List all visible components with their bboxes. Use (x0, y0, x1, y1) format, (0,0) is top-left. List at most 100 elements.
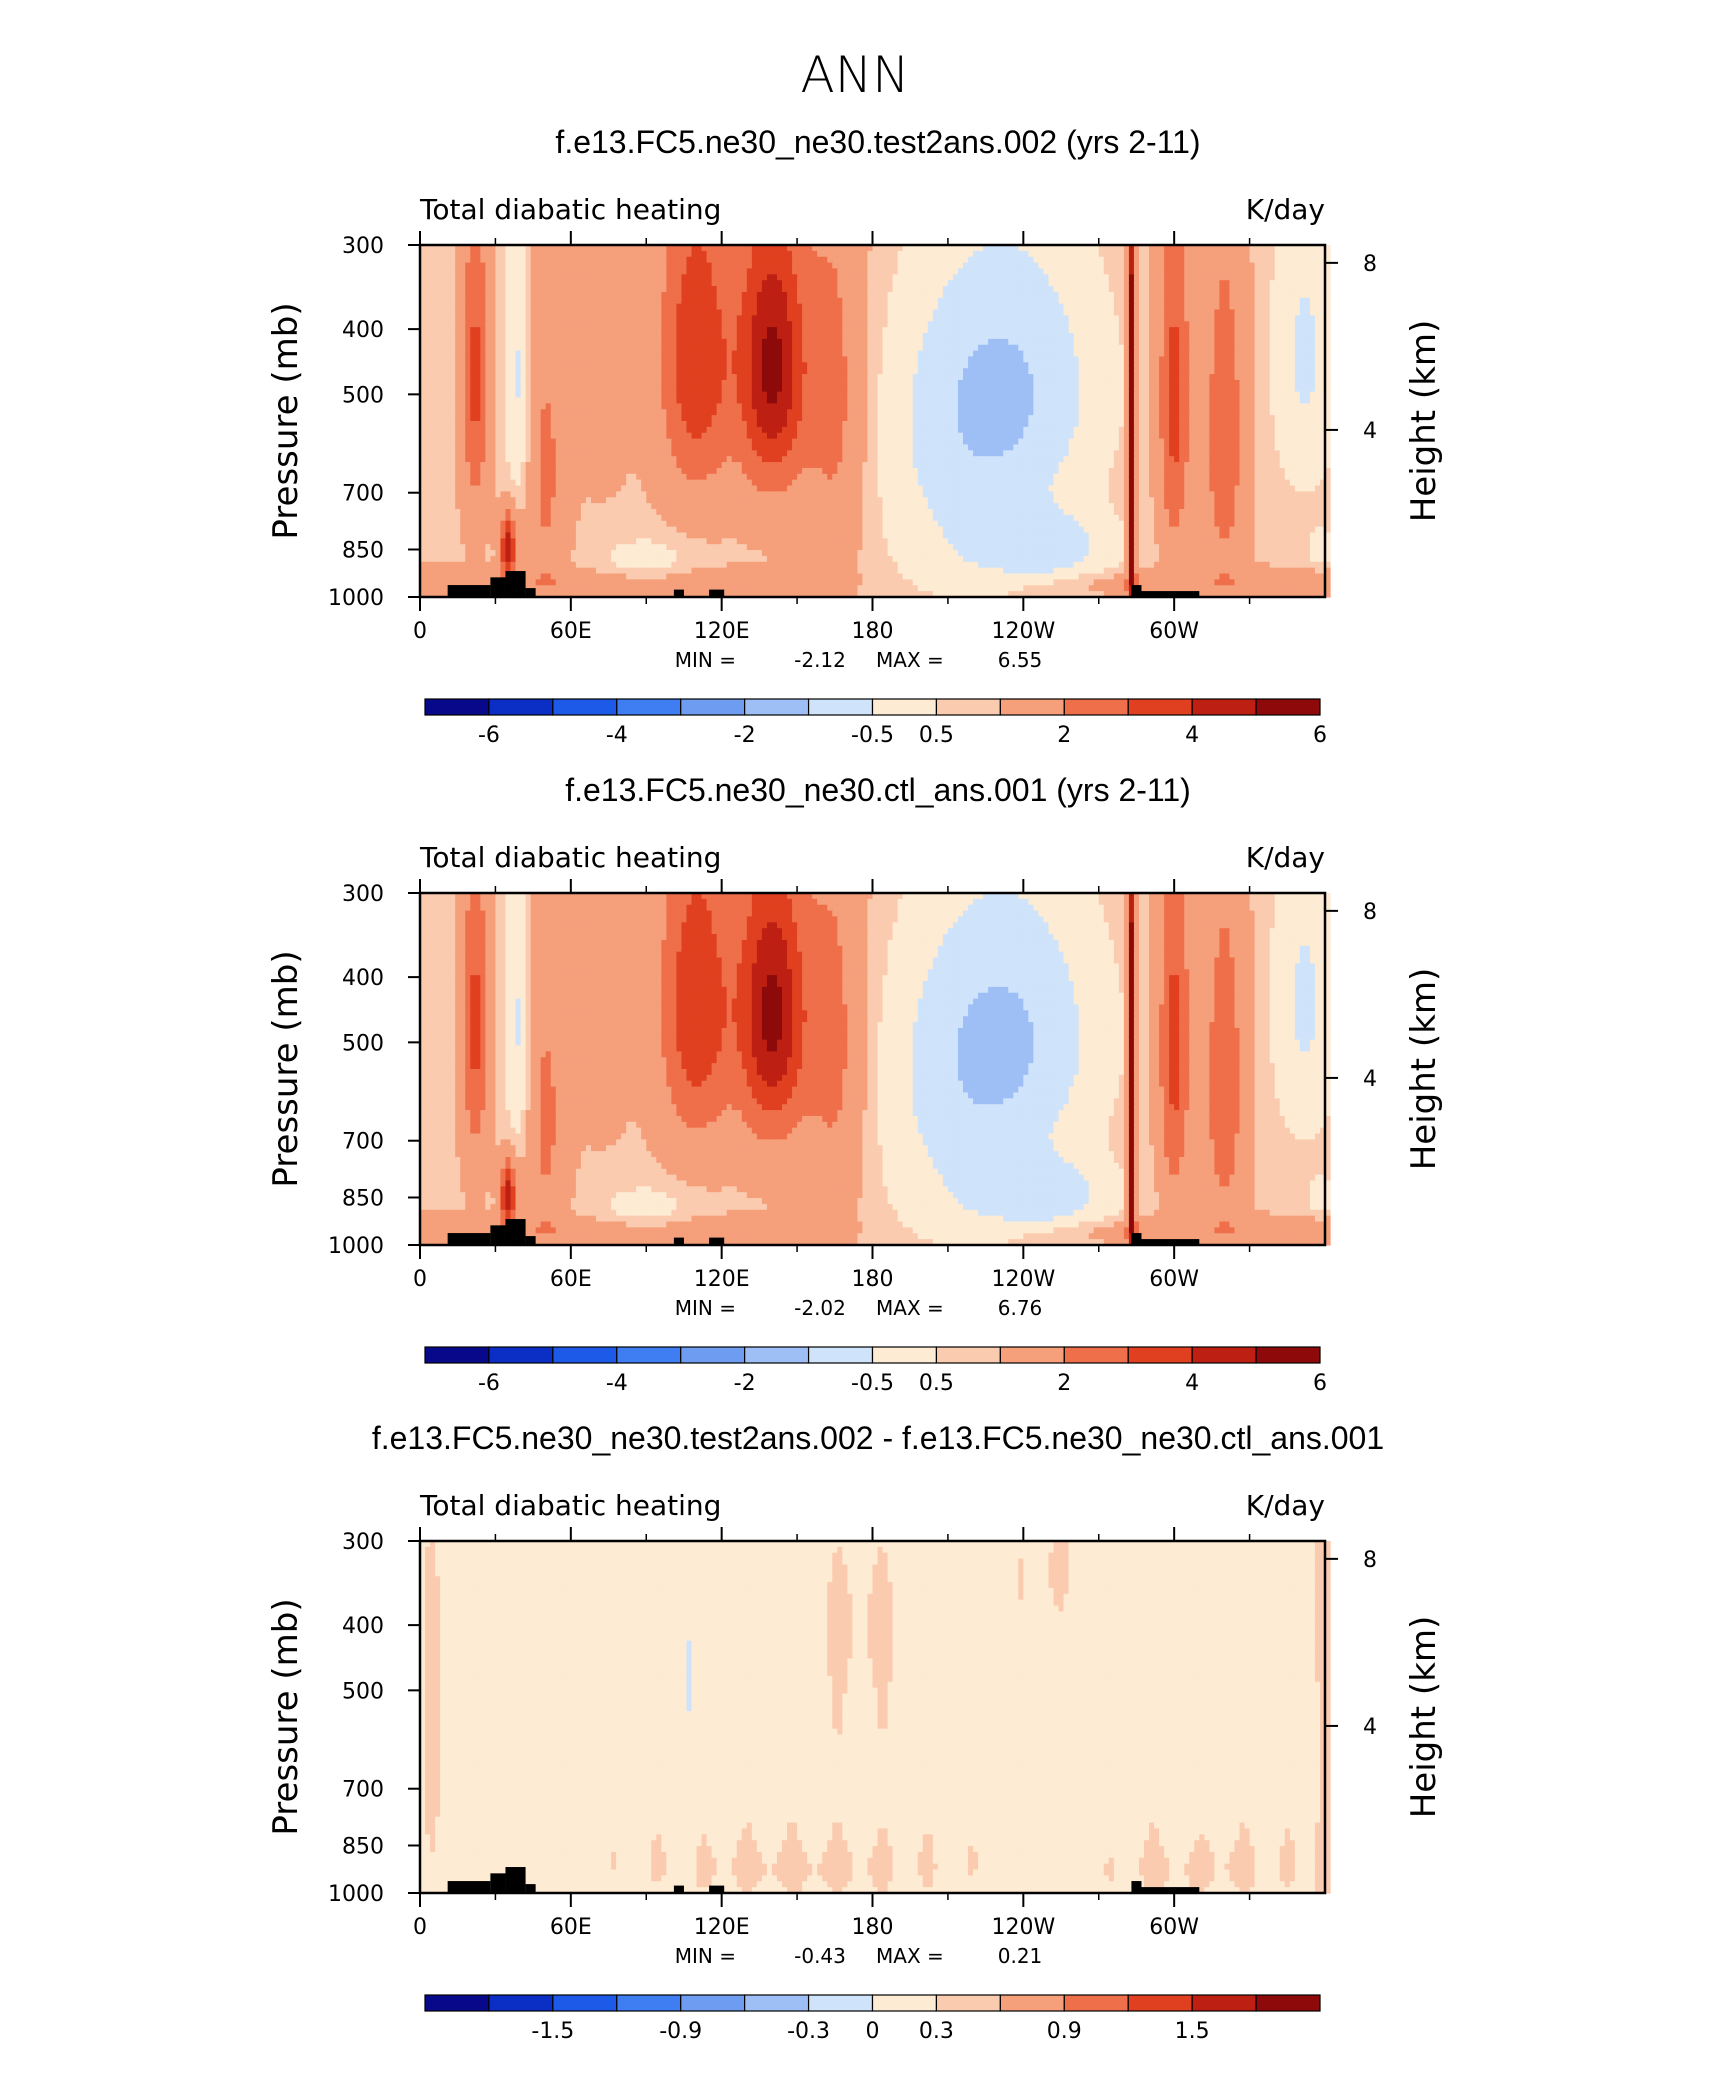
colorbar-swatch (488, 698, 554, 716)
colorbar-swatch (935, 1346, 1001, 1364)
x-tick-label: 60W (1149, 1267, 1199, 1292)
y-tick-label: 500 (342, 1679, 384, 1704)
y-tick-label: 850 (342, 1186, 384, 1211)
colorbar-swatch (871, 1346, 938, 1364)
colorbar-swatch (1063, 698, 1129, 716)
y-tick-label: 1000 (328, 1234, 384, 1259)
y-right-tick-label: 8 (1363, 900, 1377, 925)
topography-mask (490, 577, 506, 597)
panel-left-label: Total diabatic heating (419, 1489, 721, 1522)
colorbar-swatch (807, 1346, 874, 1364)
y-tick-label: 300 (342, 234, 384, 259)
chart-panel-3: f.e13.FC5.ne30_ne30.test2ans.002 - f.e13… (266, 1420, 1444, 2044)
y-tick-label: 300 (342, 1530, 384, 1555)
topography-mask (673, 1885, 684, 1893)
colorbar-label: 2 (1057, 723, 1071, 748)
y-tick-label: 850 (342, 538, 384, 563)
topography-mask (709, 1885, 725, 1893)
colorbar-label: -0.3 (787, 2019, 830, 2044)
colorbar-swatch (680, 698, 746, 716)
topography-mask (709, 589, 725, 597)
colorbar-swatch (1255, 1346, 1321, 1364)
y-axis-label-right: Height (km) (1404, 1616, 1444, 1819)
x-tick-label: 180 (852, 1915, 894, 1940)
colorbar-swatch (424, 1346, 490, 1364)
colorbar-swatch (1191, 698, 1257, 716)
x-tick-label: 120W (991, 619, 1055, 644)
colorbar-swatch (424, 1994, 490, 2012)
y-tick-label: 700 (342, 1130, 384, 1155)
topography-mask (525, 1236, 536, 1245)
colorbar-label: -6 (478, 723, 500, 748)
stat-min-label: MIN = (675, 1944, 736, 1968)
stat-max-label: MAX = (876, 1944, 944, 1968)
y-right-tick-label: 8 (1363, 252, 1377, 277)
stat-max-value: 0.21 (998, 1944, 1043, 1968)
stat-min-value: -0.43 (794, 1944, 846, 1968)
stat-min-value: -2.02 (794, 1296, 846, 1320)
x-tick-label: 120E (694, 1915, 750, 1940)
colorbar-swatch (616, 1994, 682, 2012)
panel-units-label: K/day (1246, 841, 1325, 874)
colorbar-swatch (744, 1994, 810, 2012)
colorbar-label: 0.5 (919, 723, 954, 748)
colorbar-swatch (935, 1994, 1001, 2012)
colorbar-label: -0.5 (851, 1371, 894, 1396)
x-tick-label: 60E (550, 619, 592, 644)
colorbar-swatch (999, 1994, 1065, 2012)
colorbar-label: -1.5 (531, 2019, 574, 2044)
colorbar-swatch (1063, 1994, 1129, 2012)
topography-mask (1131, 1233, 1142, 1245)
x-tick-label: 0 (413, 1267, 427, 1292)
topography-mask (490, 1225, 506, 1245)
colorbar: -6 -4 -2 -0.5 0.5 2 4 6 (424, 698, 1327, 748)
colorbar-swatch (935, 698, 1001, 716)
y-tick-label: 700 (342, 1778, 384, 1803)
x-tick-label: 60W (1149, 1915, 1199, 1940)
colorbar-swatch (1255, 698, 1321, 716)
y-axis-label: Pressure (mb) (266, 950, 306, 1187)
colorbar-swatch (680, 1994, 746, 2012)
topography-mask (1141, 591, 1200, 597)
y-tick-label: 400 (342, 966, 384, 991)
topography-mask (447, 1881, 491, 1893)
contour-field (420, 1541, 1331, 1894)
topography-mask (673, 1237, 684, 1245)
topography-mask (1131, 1881, 1142, 1893)
topography-mask (447, 1233, 491, 1245)
x-tick-label: 60E (550, 1915, 592, 1940)
colorbar-swatch (680, 1346, 746, 1364)
figure-title: ANN (800, 46, 909, 104)
topography-mask (1141, 1239, 1200, 1245)
colorbar-label: 0 (866, 2019, 880, 2044)
colorbar-label: 0.3 (919, 2019, 954, 2044)
colorbar: -1.5 -0.9 -0.3 0 0.3 0.9 1.5 (424, 1994, 1321, 2044)
colorbar-label: -0.5 (851, 723, 894, 748)
colorbar-swatch (552, 1994, 618, 2012)
colorbar-swatch (1127, 1994, 1193, 2012)
colorbar-label: -4 (606, 1371, 628, 1396)
colorbar-label: -6 (478, 1371, 500, 1396)
topography-mask (709, 1237, 725, 1245)
colorbar-swatch (488, 1994, 554, 2012)
topography-mask (525, 1884, 536, 1893)
panel-title: f.e13.FC5.ne30_ne30.test2ans.002 (yrs 2-… (555, 124, 1200, 160)
colorbar-label: 2 (1057, 1371, 1071, 1396)
y-axis-label-right: Height (km) (1404, 320, 1444, 523)
y-tick-label: 1000 (328, 586, 384, 611)
y-right-tick-label: 4 (1363, 1067, 1377, 1092)
panel-title: f.e13.FC5.ne30_ne30.ctl_ans.001 (yrs 2-1… (565, 772, 1191, 808)
chart-panel-1: f.e13.FC5.ne30_ne30.test2ans.002 (yrs 2-… (266, 124, 1444, 748)
topography-mask (673, 589, 684, 597)
colorbar-label: 4 (1185, 723, 1199, 748)
colorbar-swatch (488, 1346, 554, 1364)
stat-min-label: MIN = (675, 1296, 736, 1320)
colorbar-swatch (807, 698, 874, 716)
colorbar-swatch (744, 698, 810, 716)
stat-max-label: MAX = (876, 1296, 944, 1320)
y-right-tick-label: 4 (1363, 419, 1377, 444)
contour-field (420, 245, 1331, 598)
colorbar-label: 6 (1313, 723, 1327, 748)
colorbar-swatch (1191, 1346, 1257, 1364)
